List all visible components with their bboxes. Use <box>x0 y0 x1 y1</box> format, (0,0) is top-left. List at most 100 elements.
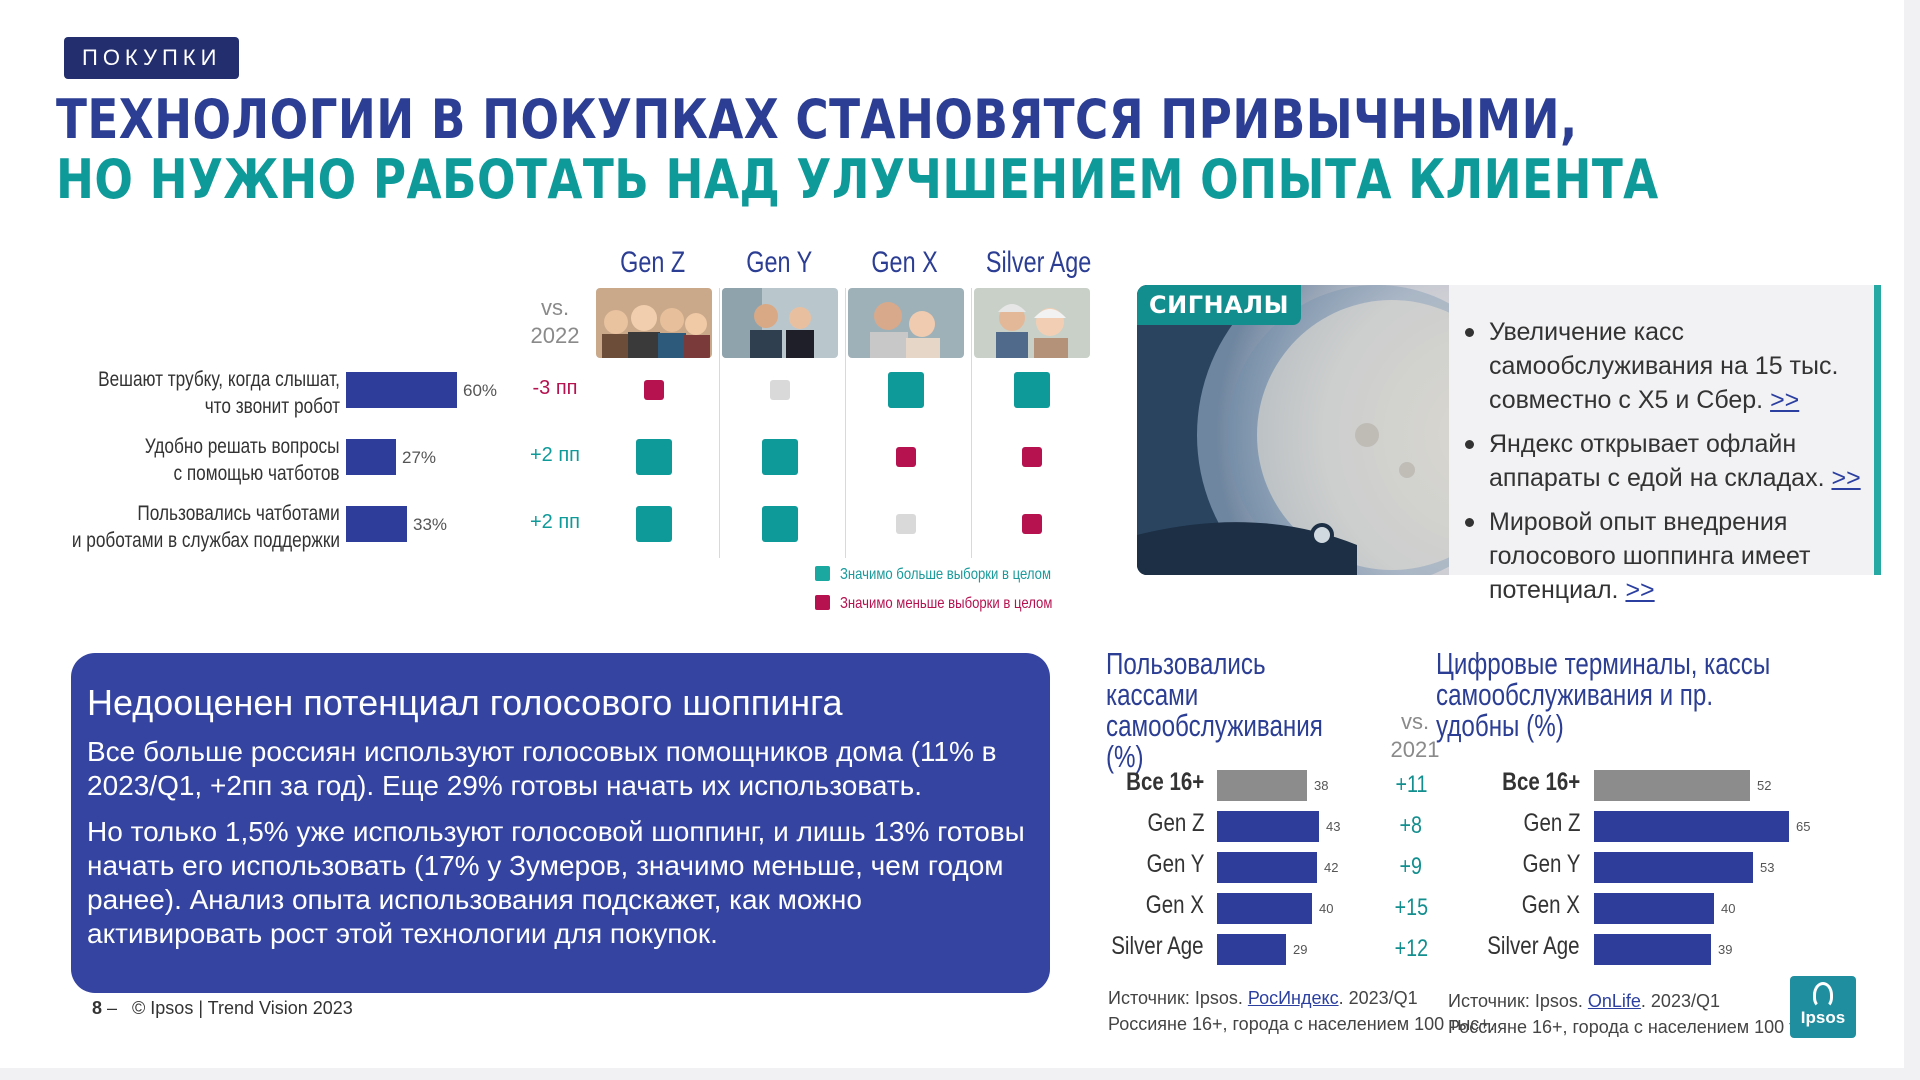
question-bar <box>346 506 407 542</box>
signal-item: Увеличение касс самообслуживания на 15 т… <box>1461 315 1864 417</box>
signal-item: Мировой опыт внедрения голосового шоппин… <box>1461 505 1864 607</box>
signals-moon-image <box>1137 285 1449 575</box>
bar-category-label: Gen Y <box>1146 850 1204 878</box>
bar <box>1594 811 1789 842</box>
question-delta: -3 пп <box>532 377 578 399</box>
significance-marker <box>762 439 798 475</box>
legend-crimson-swatch <box>815 595 830 610</box>
legend-lower: Значимо меньше выборки в целом <box>815 595 1099 613</box>
page-number: 8 <box>92 998 103 1018</box>
bar <box>1594 893 1714 924</box>
bar-delta-label: +11 <box>1395 771 1427 798</box>
bar-delta-label: +15 <box>1394 894 1428 921</box>
silver-age-photo <box>974 288 1090 358</box>
gen-z-photo <box>596 288 712 358</box>
significance-marker <box>896 514 916 534</box>
bar <box>1594 852 1753 883</box>
chart-self-checkout-title: Пользовались кассами самообслуживания (%… <box>1106 646 1323 774</box>
question-value-label: 33% <box>413 515 448 534</box>
source-left: Источник: Ipsos. РосИндекс. 2023/Q1 Росс… <box>1108 988 1495 1034</box>
bar <box>1217 934 1286 965</box>
signal-link[interactable]: >> <box>1831 464 1861 492</box>
section-badge: ПОКУПКИ <box>64 37 240 79</box>
page-frame-right <box>1904 0 1920 1080</box>
bar-category-label: Все 16+ <box>1125 768 1204 796</box>
bar <box>1217 770 1307 801</box>
signals-tag: СИГНАЛЫ <box>1137 285 1301 325</box>
bar-value-label: 53 <box>1760 860 1775 875</box>
legend-higher: Значимо больше выборки в целом <box>815 566 1097 584</box>
significance-marker <box>644 380 664 400</box>
gen-header-y: Gen Y <box>746 246 812 279</box>
footer: 8 – © Ipsos | Trend Vision 2023 <box>92 998 353 1018</box>
signal-text: Яндекс открывает офлайн аппараты с едой … <box>1489 430 1825 492</box>
bar <box>1217 811 1319 842</box>
bar-value-label: 40 <box>1319 901 1334 916</box>
ipsos-logo: Ipsos <box>1790 976 1856 1038</box>
gen-y-photo <box>722 288 838 358</box>
ipsos-mark-icon <box>1813 982 1833 1008</box>
significance-marker <box>896 447 916 467</box>
question-bar <box>346 439 396 475</box>
signal-text: Мировой опыт внедрения голосового шоппин… <box>1489 508 1811 604</box>
gen-header-silver: Silver Age <box>985 246 1092 279</box>
column-separator <box>971 288 972 558</box>
significance-marker <box>1022 447 1042 467</box>
gen-header-x: Gen X <box>871 246 939 279</box>
signal-item: Яндекс открывает офлайн аппараты с едой … <box>1461 427 1864 495</box>
column-separator <box>719 288 720 558</box>
bar-category-label: Gen Y <box>1522 850 1580 878</box>
bar-value-label: 65 <box>1796 819 1811 834</box>
page-title-line1: ТЕХНОЛОГИИ В ПОКУПКАХ СТАНОВЯТСЯ ПРИВЫЧН… <box>56 88 1578 151</box>
voice-shopping-box: Недооценен потенциал голосового шоппинга… <box>71 653 1050 993</box>
signal-link[interactable]: >> <box>1770 386 1800 414</box>
bar-category-label: Silver Age <box>1111 932 1204 960</box>
bar-delta-label: +12 <box>1394 935 1428 962</box>
copyright: © Ipsos | Trend Vision 2023 <box>132 998 353 1018</box>
question-label-3: Пользовались чатботами и роботами в служ… <box>71 502 340 552</box>
page-frame-bottom <box>0 1068 1920 1080</box>
significance-marker <box>888 372 924 408</box>
question-label-1: Вешают трубку, когда слышат, что звонит … <box>98 368 340 418</box>
significance-marker <box>762 506 798 542</box>
voice-paragraph-2: Но только 1,5% уже используют голосовой … <box>87 816 1025 949</box>
voice-paragraph-1: Все больше россиян используют голосовых … <box>87 736 997 801</box>
bar-category-label: Gen X <box>1521 891 1580 919</box>
significance-marker <box>770 380 790 400</box>
chart-convenient-title: Цифровые терминалы, кассы самообслуживан… <box>1436 646 1771 743</box>
bar-category-label: Gen Z <box>1523 809 1580 837</box>
question-value-label: 60% <box>463 381 498 400</box>
question-delta: +2 пп <box>529 511 581 533</box>
bar-value-label: 40 <box>1721 901 1736 916</box>
bar-delta-label: +8 <box>1399 812 1423 839</box>
column-separator <box>845 288 846 558</box>
question-delta: +2 пп <box>529 444 581 466</box>
bar <box>1594 934 1711 965</box>
signal-link[interactable]: >> <box>1625 576 1655 604</box>
page-title-line2: НО НУЖНО РАБОТАТЬ НАД УЛУЧШЕНИЕМ ОПЫТА К… <box>56 148 1659 211</box>
legend-teal-swatch <box>815 566 830 581</box>
significance-marker <box>1014 372 1050 408</box>
bar-value-label: 29 <box>1293 942 1308 957</box>
bar-category-label: Все 16+ <box>1501 768 1580 796</box>
gen-header-z: Gen Z <box>620 246 686 279</box>
question-value-label: 27% <box>402 448 437 467</box>
bar-category-label: Gen Z <box>1147 809 1204 837</box>
bar-category-label: Silver Age <box>1487 932 1580 960</box>
source-link-rosindex[interactable]: РосИндекс <box>1247 988 1339 1008</box>
bar-value-label: 38 <box>1314 778 1329 793</box>
signal-text: Увеличение касс самообслуживания на 15 т… <box>1489 318 1839 414</box>
significance-marker <box>636 506 672 542</box>
vs-2022-header: vs. 2022 <box>530 295 580 348</box>
bar-value-label: 43 <box>1326 819 1341 834</box>
source-link-onlife[interactable]: OnLife <box>1587 991 1641 1011</box>
bar <box>1217 893 1312 924</box>
bar-value-label: 39 <box>1718 942 1733 957</box>
gen-x-photo <box>848 288 964 358</box>
signals-list: Увеличение касс самообслуживания на 15 т… <box>1449 285 1874 604</box>
source-right: Источник: Ipsos. OnLife. 2023/Q1 Россиян… <box>1448 991 1835 1037</box>
signals-accent-bar <box>1874 285 1881 575</box>
vs-2021-header: vs. 2021 <box>1390 709 1440 762</box>
bar-category-label: Gen X <box>1145 891 1204 919</box>
